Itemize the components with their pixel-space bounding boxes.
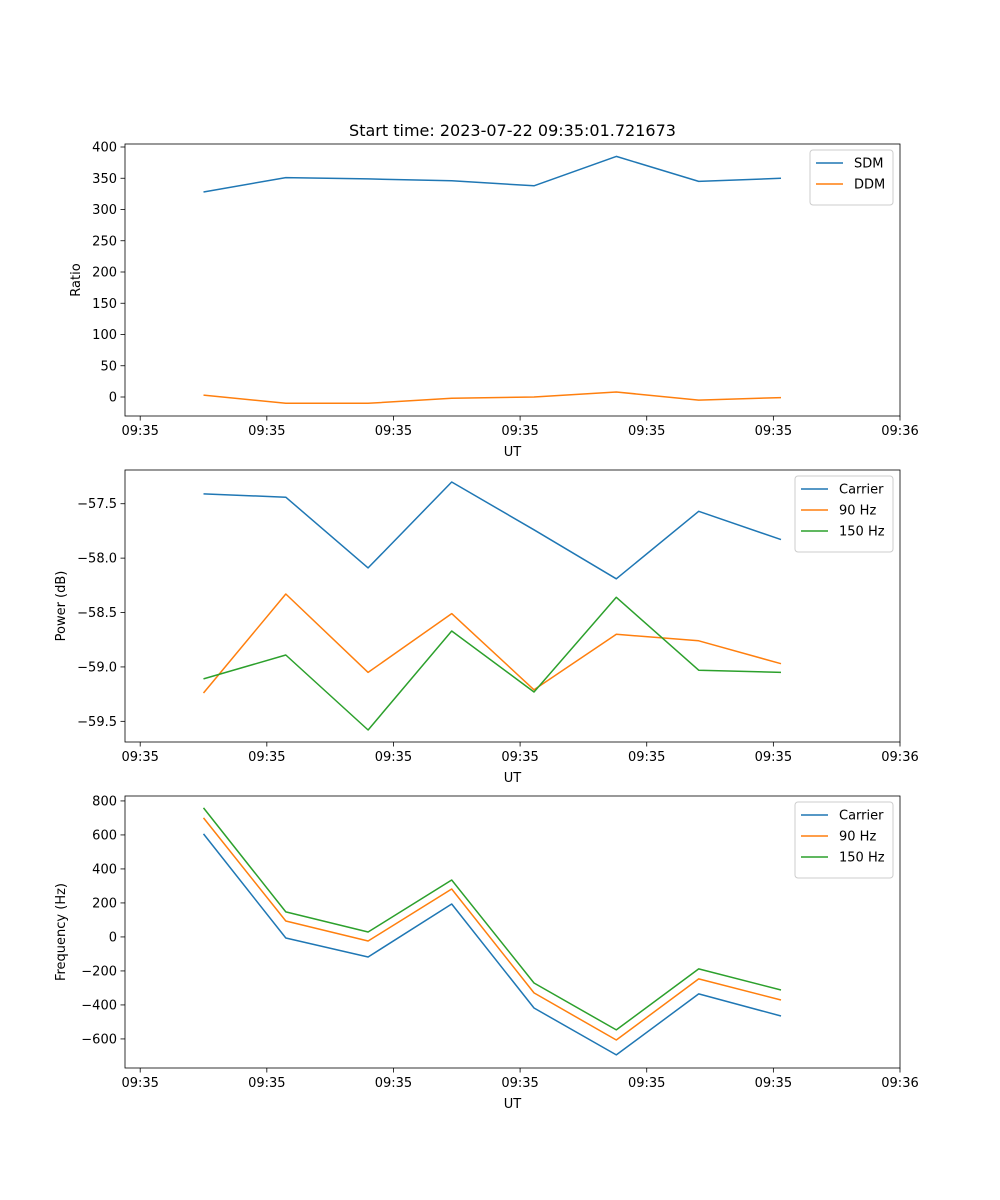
- y-axis-label: Power (dB): [54, 571, 69, 642]
- series-line-150-hz: [202, 807, 782, 1031]
- axes-frame: [124, 795, 901, 1069]
- x-axis-label: UT: [504, 445, 522, 460]
- x-tick-label: 09:35: [248, 424, 285, 439]
- y-tick-label: 150: [92, 297, 117, 312]
- legend-label: Carrier: [839, 483, 884, 498]
- subplot-3: 09:35 09:35 09:35 09:35 09:35 09:35 09:36 −600 −…: [54, 794, 919, 1112]
- legend-label: Carrier: [839, 809, 884, 824]
- y-tick-label: −58.0: [77, 552, 117, 567]
- x-tick-label: 09:36: [881, 750, 918, 765]
- chart-title: Start time: 2023-07-22 09:35:01.721673: [349, 121, 676, 140]
- x-tick-label: 09:35: [501, 1076, 538, 1091]
- series-line-carrier: [203, 481, 782, 580]
- y-tick-label: 800: [92, 794, 117, 809]
- legend: Carrier 90 Hz 150 Hz: [794, 475, 894, 553]
- y-tick-label: −58.5: [77, 606, 117, 621]
- y-axis-label: Frequency (Hz): [54, 883, 69, 981]
- x-tick-label: 09:35: [628, 424, 665, 439]
- x-tick-label: 09:36: [881, 1076, 918, 1091]
- legend-label: SDM: [854, 157, 883, 172]
- y-tick-label: −600: [81, 1032, 117, 1047]
- y-tick-label: 100: [92, 328, 117, 343]
- x-tick-label: 09:35: [121, 424, 158, 439]
- subplot-1: 09:35 09:35 09:35 09:35 09:35 09:35 09:36 0 50 10…: [69, 141, 919, 461]
- x-tick-label: 09:35: [501, 424, 538, 439]
- y-tick-label: −59.0: [77, 660, 117, 675]
- subplot-2: 09:35 09:35 09:35 09:35 09:35 09:35 09:36 −59.5…: [54, 469, 919, 786]
- series-line-carrier: [202, 833, 782, 1056]
- y-tick-label: 600: [92, 828, 117, 843]
- x-tick-label: 09:35: [375, 1076, 412, 1091]
- legend-label: DDM: [854, 178, 885, 193]
- y-tick-label: 250: [92, 234, 117, 249]
- y-tick-label: −59.5: [77, 715, 117, 730]
- series-line-sdm: [203, 155, 782, 193]
- y-tick-label: −200: [81, 964, 117, 979]
- x-axis-label: UT: [504, 771, 522, 786]
- x-tick-label: 09:35: [248, 1076, 285, 1091]
- axes-frame: [124, 143, 901, 417]
- y-tick-label: 200: [92, 266, 117, 281]
- legend-label: 90 Hz: [839, 830, 876, 845]
- y-axis-label: Ratio: [69, 263, 84, 296]
- x-tick-label: 09:35: [121, 1076, 158, 1091]
- x-tick-label: 09:35: [628, 750, 665, 765]
- y-tick-label: 0: [109, 930, 117, 945]
- y-tick-label: 400: [92, 141, 117, 156]
- series-line-90-hz: [202, 593, 782, 694]
- legend-label: 90 Hz: [839, 504, 876, 519]
- y-tick-label: 200: [92, 896, 117, 911]
- y-tick-label: 300: [92, 203, 117, 218]
- y-tick-label: 400: [92, 862, 117, 877]
- legend: SDM DDM: [809, 149, 894, 206]
- series-line-150-hz: [203, 596, 782, 731]
- x-tick-label: 09:35: [248, 750, 285, 765]
- y-tick-label: 0: [109, 391, 117, 406]
- y-tick-label: 50: [100, 359, 117, 374]
- legend-box: [794, 475, 894, 553]
- axes-frame: [124, 469, 901, 743]
- x-tick-label: 09:35: [375, 424, 412, 439]
- legend-label: 150 Hz: [839, 851, 885, 866]
- x-tick-label: 09:35: [375, 750, 412, 765]
- x-tick-label: 09:36: [881, 424, 918, 439]
- y-tick-label: −400: [81, 998, 117, 1013]
- legend-label: 150 Hz: [839, 525, 885, 540]
- series-line-90-hz: [202, 817, 782, 1041]
- x-tick-label: 09:35: [755, 1076, 792, 1091]
- x-axis-label: UT: [504, 1097, 522, 1112]
- y-tick-label: −57.5: [77, 497, 117, 512]
- x-tick-label: 09:35: [121, 750, 158, 765]
- x-tick-label: 09:35: [755, 424, 792, 439]
- y-tick-label: 350: [92, 172, 117, 187]
- series-line-ddm: [203, 391, 782, 405]
- x-tick-label: 09:35: [755, 750, 792, 765]
- x-tick-label: 09:35: [628, 1076, 665, 1091]
- legend-box: [794, 801, 894, 879]
- legend: Carrier 90 Hz 150 Hz: [794, 801, 894, 879]
- x-tick-label: 09:35: [501, 750, 538, 765]
